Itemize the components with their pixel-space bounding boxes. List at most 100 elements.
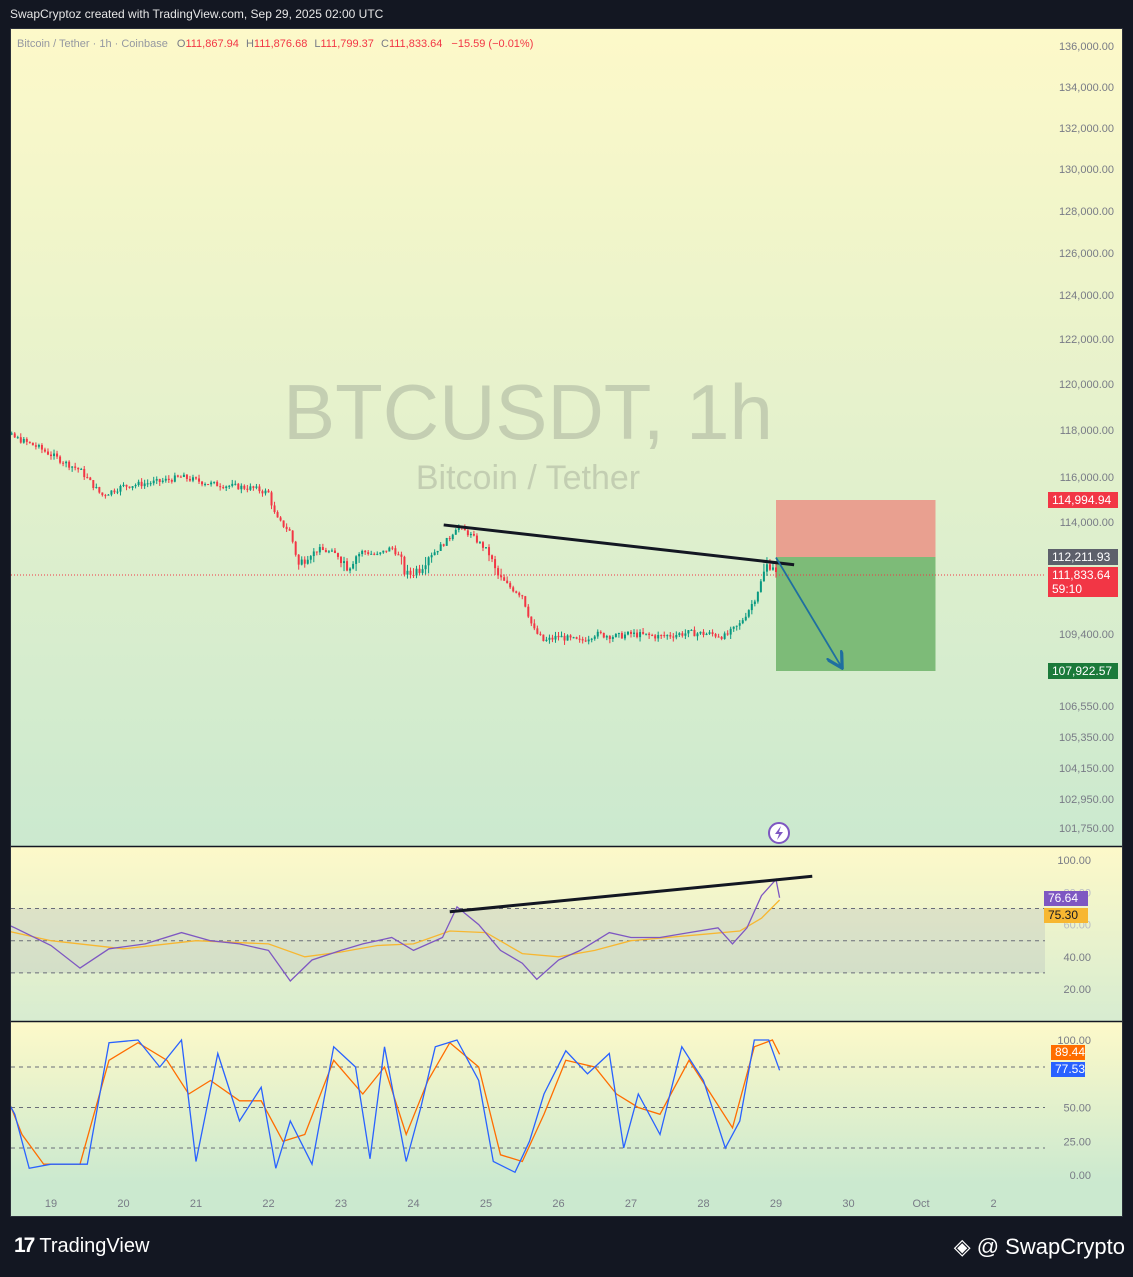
candle-body bbox=[122, 484, 125, 487]
price-axis-label: 132,000.00 bbox=[1059, 123, 1114, 135]
candle-body bbox=[639, 632, 642, 638]
candle-body bbox=[264, 490, 267, 494]
watermark-subtitle: Bitcoin / Tether bbox=[416, 459, 640, 497]
price-axis-label: 104,150.00 bbox=[1059, 763, 1114, 775]
candle-body bbox=[693, 629, 696, 637]
candle-body bbox=[578, 638, 581, 640]
candle-body bbox=[74, 466, 77, 468]
time-axis-label: 25 bbox=[480, 1198, 492, 1210]
candle-body bbox=[599, 631, 602, 634]
price-axis-label: 128,000.00 bbox=[1059, 206, 1114, 218]
candle-body bbox=[364, 550, 367, 553]
candle-body bbox=[204, 484, 207, 486]
candle-body bbox=[551, 637, 554, 640]
candle-body bbox=[466, 530, 469, 536]
price-pane[interactable] bbox=[11, 29, 1122, 846]
candle-body bbox=[119, 486, 122, 492]
candle-body bbox=[282, 520, 285, 527]
candle-body bbox=[321, 547, 324, 551]
rsi-pane[interactable] bbox=[11, 847, 1122, 1021]
candle-body bbox=[225, 486, 228, 489]
candle-body bbox=[382, 550, 385, 553]
candle-body bbox=[642, 632, 645, 634]
candle-body bbox=[581, 639, 584, 641]
candle-body bbox=[775, 567, 777, 573]
candle-body bbox=[512, 587, 515, 592]
candle-body bbox=[104, 495, 107, 497]
time-axis-label: 19 bbox=[45, 1198, 57, 1210]
chart-area[interactable]: BTCUSDT, 1h Bitcoin / Tether Bitcoin / T… bbox=[10, 28, 1123, 1217]
candle-body bbox=[714, 634, 717, 637]
candle-body bbox=[768, 564, 771, 570]
candle-body bbox=[400, 554, 403, 557]
candle-body bbox=[231, 483, 234, 486]
candle-body bbox=[137, 481, 140, 485]
current-price-tag: 111,833.64 bbox=[1052, 568, 1111, 582]
candle-body bbox=[31, 442, 34, 446]
candle-body bbox=[406, 570, 409, 575]
candle-body bbox=[418, 568, 421, 573]
projection-arrow[interactable] bbox=[775, 557, 841, 667]
stoch-axis-label: 50.00 bbox=[1063, 1103, 1091, 1115]
candle-body bbox=[285, 526, 288, 530]
candle-body bbox=[309, 556, 312, 560]
candle-body bbox=[563, 635, 566, 641]
price-axis-label: 106,550.00 bbox=[1059, 701, 1114, 713]
time-axis[interactable]: 19 20 21 22 23 24 25 26 27 28 29 30 Oct 2 bbox=[45, 1198, 997, 1210]
candle-body bbox=[732, 626, 735, 629]
rsi-axis-label: 20.00 bbox=[1063, 984, 1091, 996]
watermark-title: BTCUSDT, 1h bbox=[283, 368, 773, 456]
candle-body bbox=[300, 559, 303, 565]
candle-body bbox=[173, 475, 176, 482]
price-axis[interactable]: 136,000.00 134,000.00 132,000.00 130,000.00… bbox=[1057, 41, 1114, 1182]
candle-body bbox=[527, 606, 530, 617]
candle-body bbox=[521, 595, 524, 597]
candle-body bbox=[720, 636, 723, 639]
candle-body bbox=[711, 632, 714, 635]
candle-body bbox=[50, 454, 52, 457]
stoch-d-tag: 77.53 bbox=[1055, 1062, 1085, 1076]
candle-body bbox=[708, 632, 711, 634]
tradingview-branding[interactable]: 17 TradingView bbox=[14, 1234, 149, 1258]
candle-body bbox=[530, 616, 533, 624]
candle-body bbox=[762, 571, 765, 582]
candle-body bbox=[43, 449, 46, 452]
rsi-divergence-trendline[interactable] bbox=[449, 874, 813, 914]
candle-body bbox=[373, 553, 376, 555]
time-axis-label: 22 bbox=[262, 1198, 274, 1210]
alert-icon[interactable] bbox=[768, 822, 790, 844]
candle-body bbox=[16, 437, 19, 439]
stoch-pane[interactable] bbox=[11, 1022, 1122, 1182]
stoch-axis-label: 100.00 bbox=[1057, 1035, 1091, 1047]
candle-body bbox=[554, 635, 557, 640]
handle-text: @ SwapCrypto bbox=[976, 1234, 1125, 1259]
candle-body bbox=[161, 480, 164, 482]
brand-name: TradingView bbox=[39, 1234, 150, 1257]
take-profit-zone[interactable] bbox=[776, 557, 936, 671]
candle-body bbox=[216, 481, 219, 487]
candle-body bbox=[636, 632, 639, 638]
candle-body bbox=[207, 484, 210, 486]
candle-body bbox=[195, 477, 197, 479]
candle-body bbox=[34, 445, 37, 447]
candle-body bbox=[86, 477, 89, 479]
candle-body bbox=[80, 468, 83, 470]
candle-body bbox=[149, 483, 152, 485]
chart-svg[interactable]: BTCUSDT, 1h Bitcoin / Tether Bitcoin / T… bbox=[11, 29, 1122, 1216]
candle-body bbox=[548, 637, 551, 640]
price-axis-label: 118,000.00 bbox=[1060, 425, 1114, 437]
candle-body bbox=[358, 554, 361, 557]
candle-body bbox=[110, 490, 113, 495]
candle-body bbox=[454, 529, 457, 535]
attribution: SwapCryptoz created with TradingView.com… bbox=[10, 7, 384, 21]
candle-body bbox=[46, 451, 49, 455]
candle-body bbox=[415, 568, 418, 576]
stop-loss-zone[interactable] bbox=[776, 500, 936, 557]
candle-body bbox=[273, 505, 276, 513]
candle-body bbox=[726, 633, 729, 635]
candle-body bbox=[696, 633, 699, 637]
candle-body bbox=[445, 537, 448, 546]
resistance-trendline[interactable] bbox=[443, 523, 795, 567]
candle-body bbox=[500, 575, 503, 578]
candle-body bbox=[759, 581, 762, 592]
